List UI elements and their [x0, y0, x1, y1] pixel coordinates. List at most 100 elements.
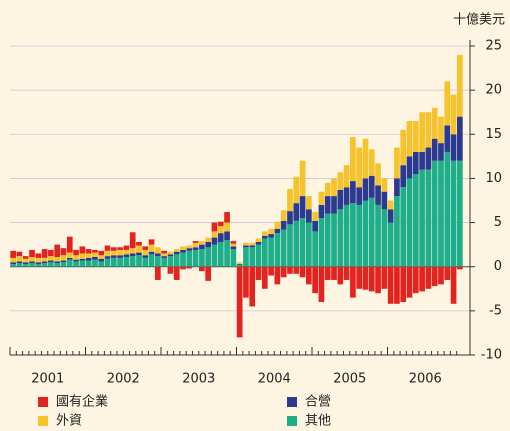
bar-segment — [280, 210, 287, 221]
bar-segment — [117, 255, 123, 258]
bar-segment — [22, 258, 29, 263]
y-tick-label: 25 — [485, 39, 502, 54]
bar-segment — [224, 240, 230, 267]
bar-segment — [148, 251, 155, 255]
legend-swatch — [38, 416, 48, 426]
bar-segment — [73, 259, 79, 262]
bar-segment — [217, 233, 224, 242]
bar-segment — [54, 257, 61, 262]
bar-segment — [173, 266, 180, 280]
bar-segment — [368, 266, 375, 292]
bar-segment — [22, 262, 29, 265]
bar-segment — [356, 266, 363, 289]
bar-segment — [205, 241, 212, 248]
bar-segment — [148, 254, 155, 267]
bar-segment — [167, 254, 174, 257]
bar-segment — [318, 204, 325, 219]
bar-segment — [444, 125, 451, 152]
bar-segment — [312, 231, 318, 267]
bar-segment — [60, 260, 67, 263]
bar-segment — [155, 247, 161, 254]
bar-segment — [324, 266, 331, 280]
bar-segment — [10, 262, 16, 265]
bar-segment — [35, 262, 42, 265]
bar-segment — [10, 264, 16, 267]
x-tick-label: 2005 — [333, 372, 366, 387]
bar-segment — [306, 222, 312, 267]
y-tick-label: -10 — [481, 348, 502, 363]
bar-segment — [419, 266, 425, 292]
legend-swatch — [38, 397, 48, 407]
bar-segment — [148, 239, 155, 245]
bar-segment — [368, 149, 375, 176]
bar-segment — [35, 264, 42, 267]
bar-segment — [123, 245, 130, 250]
y-tick-label: 0 — [494, 259, 502, 274]
bar-segment — [22, 264, 29, 267]
bar-segment — [312, 266, 318, 294]
bar-segment — [381, 191, 388, 210]
bar-segment — [85, 253, 92, 258]
bar-segment — [217, 226, 224, 234]
bar-segment — [419, 151, 425, 170]
bar-segment — [224, 211, 230, 223]
bar-segment — [16, 251, 23, 257]
bar-segment — [268, 234, 274, 238]
bar-segment — [400, 187, 407, 267]
bar-segment — [110, 255, 117, 258]
bar-segment — [110, 250, 117, 256]
bar-segment — [438, 266, 444, 285]
y-tick-label: 15 — [485, 127, 502, 142]
bar-segment — [236, 264, 243, 267]
bar-segment — [387, 200, 394, 210]
bar-segment — [249, 242, 256, 246]
bar-segment — [217, 221, 224, 227]
bar-segment — [412, 266, 419, 294]
bar-segment — [268, 237, 274, 267]
bar-segment — [299, 160, 306, 197]
bar-segment — [16, 261, 23, 264]
bar-segment — [117, 247, 123, 250]
x-tick-label: 2004 — [258, 372, 291, 387]
bar-segment — [92, 252, 98, 258]
bar-segment — [110, 247, 117, 251]
bar-segment — [431, 266, 438, 287]
bar-segment — [243, 245, 249, 248]
bar-segment — [400, 129, 407, 166]
bar-segment — [230, 241, 237, 244]
bar-segment — [381, 178, 388, 192]
bar-segment — [444, 151, 451, 267]
bar-segment — [161, 250, 167, 254]
bar-segment — [129, 253, 136, 257]
bar-segment — [104, 258, 111, 267]
bar-segment — [41, 261, 48, 264]
bar-segment — [41, 263, 48, 267]
bar-segment — [180, 246, 186, 250]
bar-segment — [29, 249, 35, 258]
bar-segment — [180, 266, 186, 270]
bar-segment — [444, 266, 451, 280]
bar-segment — [192, 247, 199, 250]
bar-segment — [48, 262, 54, 267]
bar-segment — [412, 174, 419, 267]
bar-segment — [337, 172, 344, 190]
bar-segment — [331, 178, 337, 197]
bar-segment — [29, 263, 35, 267]
bar-segment — [387, 266, 394, 304]
bar-segment — [230, 243, 237, 247]
bar-segment — [60, 248, 67, 256]
bar-segment — [180, 249, 186, 253]
bar-segment — [98, 255, 105, 259]
bar-segment — [412, 121, 419, 152]
bar-segment — [98, 258, 105, 262]
bar-segment — [192, 249, 199, 267]
bar-segment — [287, 211, 293, 225]
bar-segment — [425, 147, 432, 170]
bar-segment — [211, 231, 218, 238]
y-tick-label: -5 — [489, 303, 502, 318]
bar-segment — [324, 196, 331, 214]
bar-segment — [368, 175, 375, 198]
bar-segment — [457, 54, 463, 117]
bar-segment — [104, 245, 111, 251]
